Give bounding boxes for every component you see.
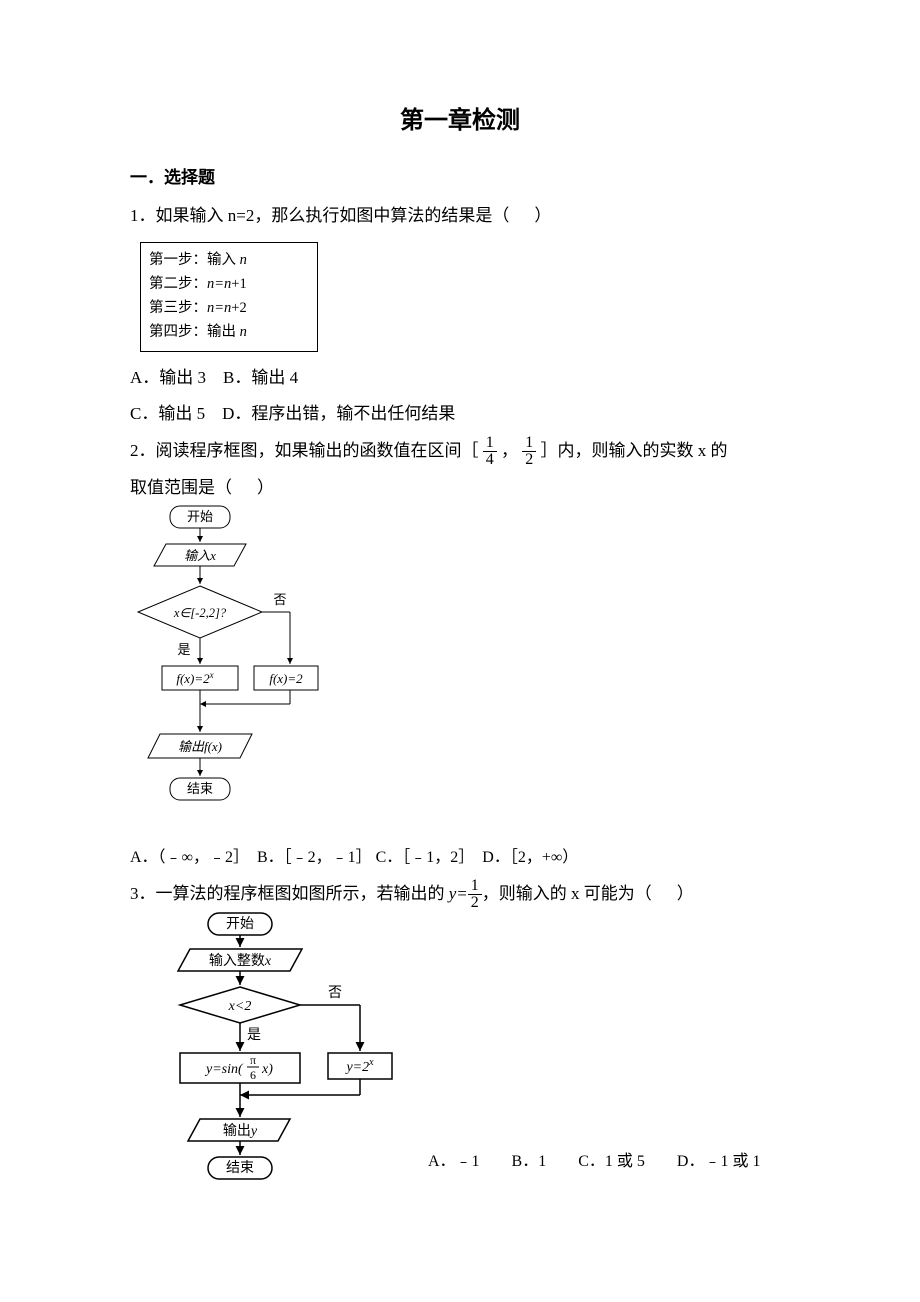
fc3-end: 结束 bbox=[226, 1160, 254, 1176]
q2-stem-b: ， bbox=[501, 441, 518, 460]
algo-line-3: 第三步：n=n+2 bbox=[149, 297, 309, 321]
frac-den: 2 bbox=[468, 895, 482, 911]
q3-stem-b: ，则输入的 x 可能为（ bbox=[482, 884, 652, 903]
algo-var: n bbox=[240, 252, 247, 268]
question-3: 3．一算法的程序框图如图所示，若输出的 y=12，则输入的 x 可能为（ ） bbox=[130, 878, 790, 912]
frac-num: 1 bbox=[522, 435, 536, 452]
page: 第一章检测 一．选择题 1．如果输入 n=2，那么执行如图中算法的结果是（ ） … bbox=[0, 0, 920, 1302]
q3-y: y= bbox=[449, 884, 468, 903]
algo-text: 第二步： bbox=[149, 276, 207, 292]
q3-stem-c: ） bbox=[677, 884, 694, 903]
fc-input: 输入x bbox=[184, 548, 216, 563]
q2-stem-e: ） bbox=[257, 478, 274, 497]
q1-paren bbox=[509, 206, 534, 225]
fc3-start: 开始 bbox=[226, 916, 254, 932]
q2-flowchart: 开始 输入x x∈[-2,2]? 否 f(x)=2 是 f(x)=2x 输出f(… bbox=[130, 504, 320, 839]
algo-var: n bbox=[240, 324, 247, 340]
algo-text: +1 bbox=[231, 276, 246, 292]
fc3-input: 输入整数x bbox=[209, 953, 272, 969]
fc3-yes: 是 bbox=[247, 1028, 261, 1043]
q1-options-line2: C．输出 5 D．程序出错，输不出任何结果 bbox=[130, 398, 790, 430]
section-heading: 一．选择题 bbox=[130, 163, 790, 188]
algo-var: n=n bbox=[207, 300, 231, 316]
fc-box-left: f(x)=2x bbox=[176, 670, 213, 686]
algo-text: +2 bbox=[231, 300, 246, 316]
algo-line-4: 第四步：输出 n bbox=[149, 321, 309, 345]
frac-den: 2 bbox=[522, 452, 536, 468]
frac-num: 1 bbox=[483, 435, 497, 452]
algo-text: 第四步：输出 bbox=[149, 324, 240, 340]
fc3-no: 否 bbox=[328, 986, 342, 1001]
fc3-ysin2: y=sin( bbox=[204, 1062, 244, 1077]
q1-stem-end: ） bbox=[534, 206, 551, 225]
fc-no: 否 bbox=[273, 592, 286, 607]
algo-line-2: 第二步：n=n+1 bbox=[149, 273, 309, 297]
q3-stem-a: 3．一算法的程序框图如图所示，若输出的 bbox=[130, 884, 449, 903]
q3-paren bbox=[652, 884, 677, 903]
q2-stem-a: 2．阅读程序框图，如果输出的函数值在区间［ bbox=[130, 441, 479, 460]
question-1: 1．如果输入 n=2，那么执行如图中算法的结果是（ ） bbox=[130, 200, 790, 232]
fc-yes: 是 bbox=[177, 642, 190, 657]
fc-start: 开始 bbox=[187, 509, 213, 524]
q2-options: A．（﹣∞，﹣2］ B．［﹣2，﹣1］ C．［﹣1，2］ D．［2，+∞） bbox=[130, 843, 790, 873]
q3-options: A．﹣1 B．1 C．1 或 5 D．﹣1 或 1 bbox=[428, 1147, 760, 1181]
question-2-line2: 取值范围是（ ） bbox=[130, 472, 790, 504]
fc-end: 结束 bbox=[187, 781, 213, 796]
q1-options-line1: A．输出 3 B．输出 4 bbox=[130, 362, 790, 394]
algo-line-1: 第一步：输入 n bbox=[149, 249, 309, 273]
q2-stem-d: 取值范围是（ bbox=[130, 478, 232, 497]
q2-paren bbox=[232, 478, 257, 497]
algo-text: 第一步：输入 bbox=[149, 252, 240, 268]
frac-den: 4 bbox=[483, 452, 497, 468]
fc3-output: 输出y bbox=[223, 1123, 258, 1139]
q1-algorithm-box: 第一步：输入 n 第二步：n=n+1 第三步：n=n+2 第四步：输出 n bbox=[140, 242, 318, 352]
algo-text: 第三步： bbox=[149, 300, 207, 316]
fc-box-right: f(x)=2 bbox=[269, 671, 303, 686]
q3-flowchart: 开始 输入整数x x<2 否 y=2x 是 y=sin(π π bbox=[150, 911, 400, 1181]
fc3-xparen2: x) bbox=[261, 1062, 273, 1077]
q1-stem: 1．如果输入 n=2，那么执行如图中算法的结果是（ bbox=[130, 206, 509, 225]
q3-row: 开始 输入整数x x<2 否 y=2x 是 y=sin(π π bbox=[130, 911, 790, 1181]
algo-var: n=n bbox=[207, 276, 231, 292]
fraction-q3: 12 bbox=[468, 878, 482, 911]
fc3-box-right: y=2x bbox=[344, 1057, 374, 1075]
fraction-1-2: 12 bbox=[522, 435, 536, 468]
fc-output: 输出f(x) bbox=[178, 739, 222, 754]
question-2: 2．阅读程序框图，如果输出的函数值在区间［ 14 ， 12 ］内，则输入的实数 … bbox=[130, 435, 790, 469]
fc3-pi2: π bbox=[250, 1053, 256, 1067]
fraction-1-4: 14 bbox=[483, 435, 497, 468]
page-title: 第一章检测 bbox=[130, 100, 790, 135]
fc-cond: x∈[-2,2]? bbox=[173, 606, 227, 620]
fc3-cond: x<2 bbox=[228, 999, 252, 1014]
frac-num: 1 bbox=[468, 878, 482, 895]
fc3-6b: 6 bbox=[250, 1068, 256, 1082]
q2-stem-c: ］内，则输入的实数 x 的 bbox=[541, 441, 728, 460]
